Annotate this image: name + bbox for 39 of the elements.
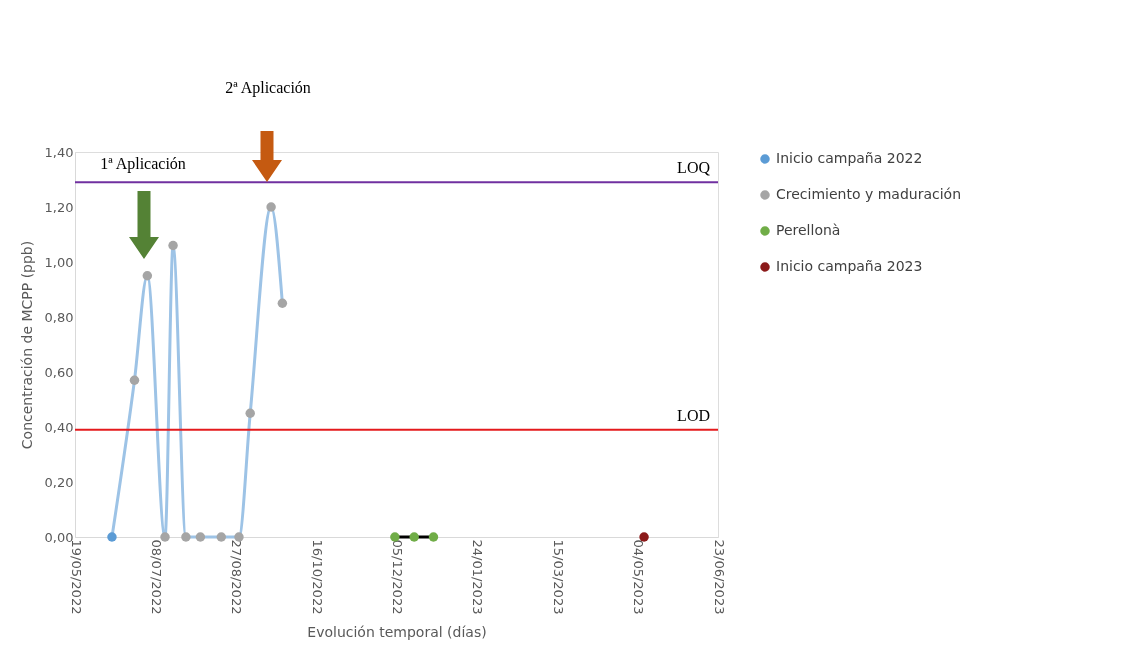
ref-line-label: LOQ	[677, 159, 711, 177]
ref-line-label: LOD	[677, 406, 710, 424]
point	[195, 532, 206, 542]
y-tick-label: 0,20	[44, 474, 74, 490]
y-tick-label: 1,00	[44, 254, 74, 270]
annotation: 1ª Aplicación	[100, 155, 186, 173]
x-tick-label: 24/01/2023	[470, 539, 486, 615]
y-tick-label: 1,40	[44, 144, 74, 160]
x-tick-label: 16/10/2022	[309, 539, 325, 615]
point	[181, 532, 191, 542]
legend-label: Crecimiento y maduración	[776, 186, 962, 202]
point	[107, 532, 117, 542]
point	[142, 271, 153, 281]
x-tick-label: 08/07/2022	[148, 539, 164, 615]
y-axis-title: Concentración de MCPP (ppb)	[18, 240, 35, 450]
point	[266, 202, 276, 212]
point	[639, 532, 649, 542]
point	[245, 408, 255, 418]
point	[168, 240, 178, 251]
point	[216, 532, 227, 542]
y-tick-label: 0,80	[44, 309, 74, 325]
x-tick-label: 05/12/2022	[390, 539, 405, 615]
x-tick-label: 15/03/2023	[550, 539, 566, 615]
legend-label: Inicio campaña 2023	[776, 258, 923, 274]
point	[129, 375, 140, 385]
point	[409, 532, 419, 542]
y-tick-label: 0,60	[44, 364, 74, 380]
x-tick-label: 23/06/2023	[711, 539, 727, 615]
point	[277, 298, 288, 308]
x-tick-label: 27/08/2022	[229, 539, 245, 615]
y-tick-label: 1,20	[44, 199, 74, 215]
y-tick-label: 0,40	[44, 419, 74, 435]
legend-label: Inicio campaña 2022	[776, 150, 923, 166]
point	[160, 532, 170, 542]
text: 2ª Aplicación	[225, 79, 311, 97]
legend-label: Perellonà	[776, 222, 841, 238]
point	[428, 532, 439, 542]
x-tick-label: 04/05/2023	[631, 539, 647, 615]
x-axis-title: Evolución temporal (días)	[307, 624, 487, 641]
